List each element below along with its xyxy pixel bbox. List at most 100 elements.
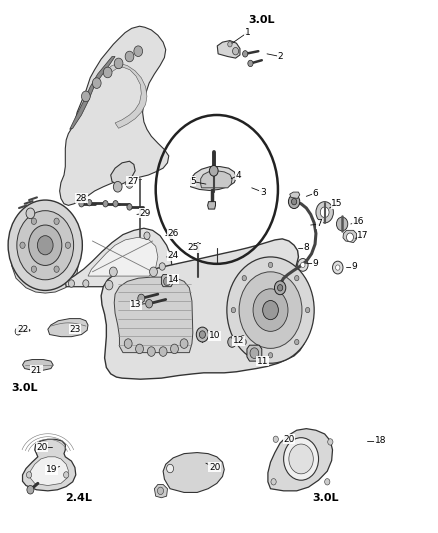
Circle shape — [148, 347, 155, 357]
Polygon shape — [101, 239, 305, 379]
Text: 25: 25 — [187, 244, 198, 253]
Circle shape — [228, 42, 232, 47]
Circle shape — [8, 200, 82, 290]
Circle shape — [113, 181, 122, 192]
Circle shape — [248, 60, 253, 67]
Circle shape — [325, 479, 330, 485]
Text: 3.0L: 3.0L — [11, 383, 38, 393]
Circle shape — [159, 347, 167, 357]
Polygon shape — [217, 41, 240, 58]
Circle shape — [64, 472, 69, 478]
Polygon shape — [22, 439, 76, 491]
Circle shape — [103, 200, 108, 207]
Polygon shape — [88, 237, 158, 276]
Circle shape — [37, 236, 53, 255]
Polygon shape — [343, 230, 357, 243]
Circle shape — [105, 280, 113, 290]
Circle shape — [28, 225, 62, 265]
Circle shape — [20, 242, 25, 248]
Polygon shape — [247, 345, 262, 361]
Circle shape — [242, 276, 247, 281]
Polygon shape — [111, 161, 135, 185]
Circle shape — [170, 344, 178, 354]
Circle shape — [209, 165, 218, 176]
Text: 3.0L: 3.0L — [313, 492, 339, 503]
Circle shape — [113, 200, 118, 207]
Circle shape — [227, 257, 314, 364]
Circle shape — [124, 339, 132, 349]
Circle shape — [320, 207, 329, 217]
Circle shape — [15, 328, 21, 335]
Polygon shape — [106, 63, 147, 128]
Text: 19: 19 — [46, 465, 57, 474]
Circle shape — [297, 259, 308, 271]
Circle shape — [263, 301, 279, 320]
Circle shape — [284, 438, 318, 480]
Polygon shape — [154, 484, 167, 498]
Circle shape — [289, 444, 313, 474]
Circle shape — [180, 339, 188, 349]
Circle shape — [239, 272, 302, 349]
Circle shape — [103, 67, 112, 78]
Polygon shape — [208, 201, 215, 209]
Text: 10: 10 — [209, 331, 220, 340]
Circle shape — [268, 353, 273, 358]
Circle shape — [328, 439, 333, 445]
Circle shape — [228, 337, 237, 348]
Text: 26: 26 — [167, 229, 179, 238]
Polygon shape — [60, 26, 169, 205]
Circle shape — [332, 261, 343, 274]
Text: 14: 14 — [167, 274, 179, 284]
Polygon shape — [191, 166, 237, 190]
Text: 5: 5 — [190, 177, 196, 186]
Circle shape — [26, 472, 32, 478]
Polygon shape — [201, 171, 232, 188]
Text: 17: 17 — [357, 231, 369, 240]
Circle shape — [144, 232, 150, 239]
Circle shape — [138, 294, 145, 303]
Text: 22: 22 — [17, 325, 28, 334]
Circle shape — [233, 47, 239, 55]
Circle shape — [271, 479, 276, 485]
Text: 15: 15 — [331, 199, 343, 208]
Circle shape — [275, 281, 286, 295]
Circle shape — [146, 300, 152, 308]
Circle shape — [31, 218, 36, 224]
Circle shape — [31, 266, 36, 272]
Circle shape — [159, 263, 165, 270]
Circle shape — [163, 277, 170, 286]
Circle shape — [242, 340, 247, 345]
Circle shape — [253, 289, 288, 332]
Circle shape — [92, 78, 101, 88]
Circle shape — [127, 204, 132, 210]
Polygon shape — [161, 274, 173, 287]
Circle shape — [81, 91, 90, 102]
Text: 3: 3 — [260, 188, 265, 197]
Text: 20: 20 — [36, 443, 48, 452]
Polygon shape — [163, 453, 224, 492]
Circle shape — [157, 487, 163, 495]
Text: 3.0L: 3.0L — [248, 15, 275, 26]
Circle shape — [250, 348, 259, 359]
Circle shape — [199, 331, 205, 338]
Text: 2.4L: 2.4L — [65, 492, 92, 503]
Circle shape — [273, 436, 279, 442]
Text: 24: 24 — [167, 252, 179, 260]
Circle shape — [54, 266, 59, 272]
Circle shape — [346, 233, 353, 241]
Circle shape — [83, 280, 89, 287]
Circle shape — [54, 218, 59, 224]
Text: 13: 13 — [130, 300, 142, 309]
Polygon shape — [268, 429, 332, 491]
Circle shape — [336, 217, 348, 231]
Circle shape — [65, 242, 71, 248]
Text: 8: 8 — [304, 244, 309, 253]
Circle shape — [291, 198, 297, 205]
Circle shape — [231, 308, 236, 313]
Text: 1: 1 — [244, 28, 250, 37]
Circle shape — [295, 276, 299, 281]
Polygon shape — [22, 360, 53, 370]
Circle shape — [17, 211, 74, 280]
Circle shape — [300, 262, 305, 268]
Text: 12: 12 — [233, 336, 244, 345]
